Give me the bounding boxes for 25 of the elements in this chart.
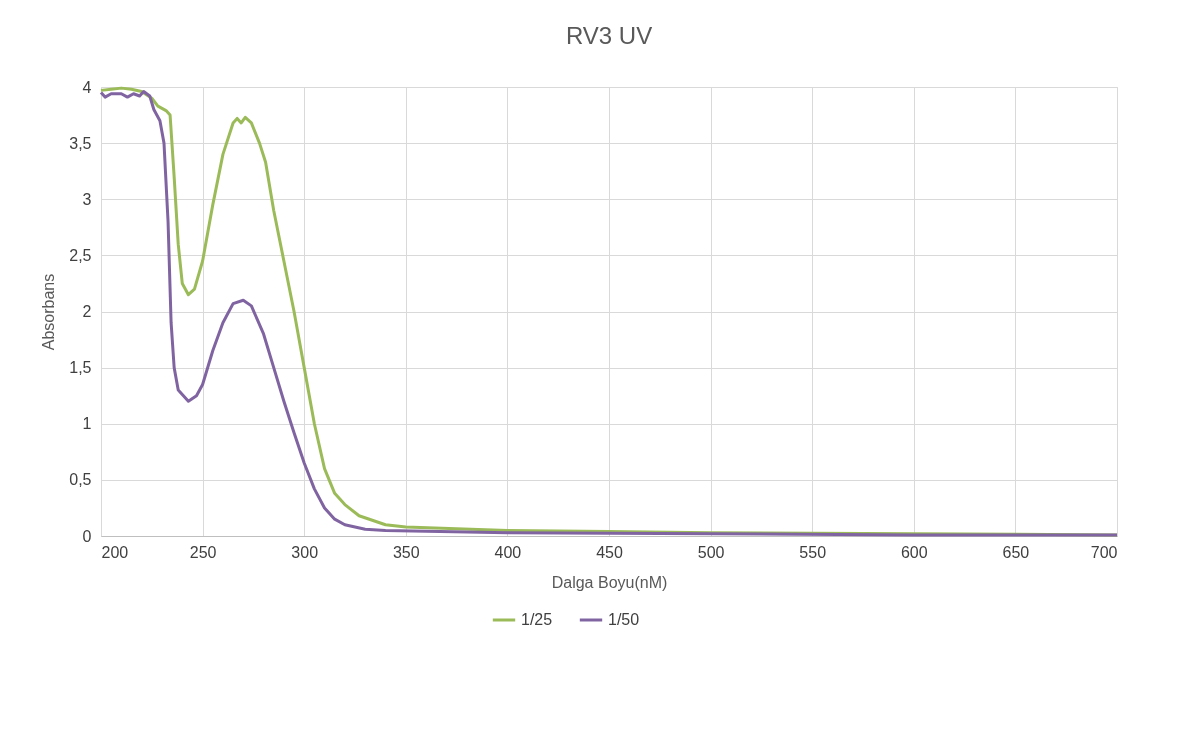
y-tick-label: 3 bbox=[82, 190, 92, 208]
x-tick-label: 500 bbox=[697, 543, 725, 561]
y-tick-label: 2,5 bbox=[69, 246, 92, 264]
y-tick-label: 0 bbox=[82, 527, 92, 545]
y-tick-label: 1,5 bbox=[69, 359, 92, 377]
x-tick-label: 650 bbox=[1002, 543, 1030, 561]
y-axis-title: Absorbans bbox=[40, 273, 58, 351]
y-tick-label: 4 bbox=[82, 78, 92, 96]
x-tick-label: 400 bbox=[494, 543, 522, 561]
x-tick-label: 350 bbox=[392, 543, 420, 561]
chart-title: RV3 UV bbox=[565, 22, 653, 49]
y-tick-label: 1 bbox=[82, 415, 92, 433]
x-tick-label: 300 bbox=[291, 543, 319, 561]
y-tick-label: 2 bbox=[82, 303, 92, 320]
x-tick-label: 550 bbox=[799, 543, 827, 561]
x-tick-label: 200 bbox=[101, 543, 129, 561]
x-tick-label: 450 bbox=[596, 543, 623, 561]
x-tick-label: 700 bbox=[1090, 543, 1118, 561]
x-tick-label: 600 bbox=[900, 543, 928, 561]
legend-label: 1/50 bbox=[608, 611, 640, 628]
x-tick-label: 250 bbox=[189, 543, 217, 561]
legend-label: 1/25 bbox=[521, 611, 553, 628]
x-axis-title: Dalga Boyu(nM) bbox=[551, 573, 668, 591]
y-tick-label: 3,5 bbox=[69, 134, 92, 152]
y-tick-label: 0,5 bbox=[69, 471, 92, 489]
